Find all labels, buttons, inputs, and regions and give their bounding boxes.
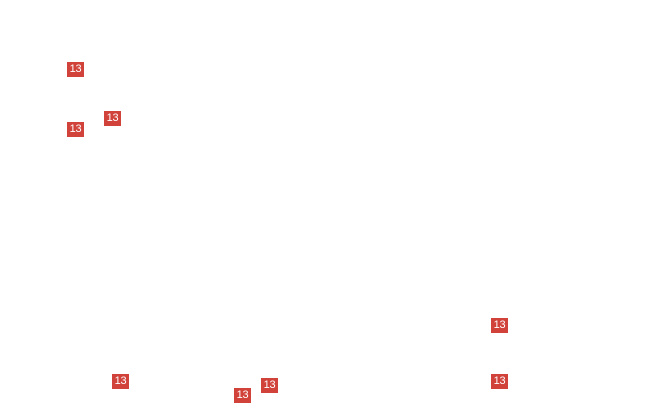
badge: 13 [104, 111, 121, 126]
badge: 13 [261, 378, 278, 393]
badge: 13 [491, 318, 508, 333]
badge: 13 [67, 62, 84, 77]
badge: 13 [112, 374, 129, 389]
badge: 13 [67, 122, 84, 137]
badge: 13 [234, 388, 251, 403]
badge: 13 [491, 374, 508, 389]
